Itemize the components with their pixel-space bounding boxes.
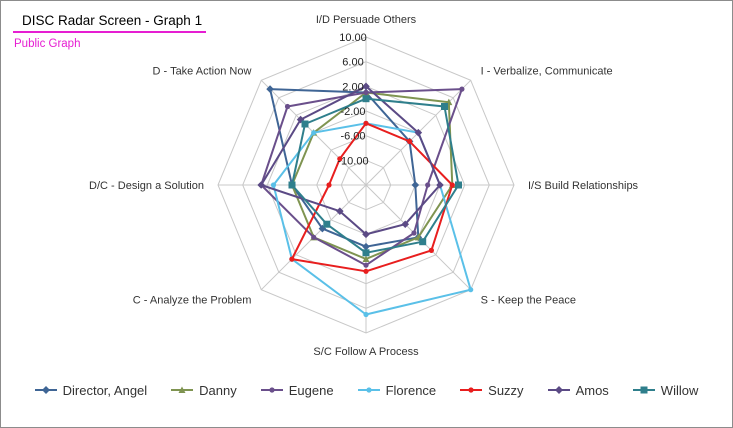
legend-item: Willow xyxy=(632,382,699,398)
series-point xyxy=(363,120,369,126)
series-point xyxy=(468,287,474,293)
series-point xyxy=(414,128,423,137)
legend-item: Eugene xyxy=(260,382,334,398)
series-point xyxy=(363,311,369,318)
series-point xyxy=(362,242,370,251)
axis-label: D/C - Design a Solution xyxy=(89,180,204,192)
series-point xyxy=(289,256,295,262)
legend-swatch xyxy=(547,386,570,394)
series-point xyxy=(363,89,369,96)
legend-label: Danny xyxy=(199,382,237,398)
series-point xyxy=(362,249,370,257)
tick-label: -10.00 xyxy=(337,155,368,167)
axis-label: I/S Build Relationships xyxy=(528,180,639,192)
series-point xyxy=(284,103,291,110)
legend-label: Director, Angel xyxy=(62,382,148,398)
legend-label: Willow xyxy=(660,382,699,398)
series-point xyxy=(362,230,370,239)
axis-label: I/D Persuade Others xyxy=(316,14,417,26)
title-underline xyxy=(13,31,206,33)
axis-label: S/C Follow A Process xyxy=(313,346,419,358)
series-point xyxy=(337,156,343,162)
legend-label: Florence xyxy=(385,382,437,398)
legend-label: Eugene xyxy=(288,382,334,398)
series-point xyxy=(311,130,317,136)
legend-swatch xyxy=(460,387,483,393)
axis-label: S - Keep the Peace xyxy=(481,295,576,307)
series-point xyxy=(419,238,427,246)
series-point xyxy=(270,182,277,188)
chart-legend: Director, Angel Danny Eugene Florence Suzzy A… xyxy=(0,380,733,400)
tick-label: 10.00 xyxy=(339,32,367,44)
series-point xyxy=(326,182,332,188)
chart-subtitle: Public Graph xyxy=(14,38,81,50)
legend-marker xyxy=(269,387,275,393)
series-point xyxy=(449,182,455,188)
legend-swatch xyxy=(171,386,194,393)
series-point xyxy=(441,103,448,110)
series-point xyxy=(436,181,444,189)
series-point xyxy=(363,262,369,268)
legend-marker xyxy=(178,386,186,393)
series-point xyxy=(401,220,410,229)
series-point xyxy=(323,220,331,228)
series-point xyxy=(411,230,417,236)
axis-label: I - Verbalize, Communicate xyxy=(481,65,613,77)
legend-marker xyxy=(554,386,563,394)
series-point xyxy=(428,247,434,253)
series-point xyxy=(301,120,309,128)
series-point xyxy=(311,234,317,240)
legend-marker xyxy=(468,387,474,393)
axis-label-layer: I/D Persuade Others I - Verbalize, Commun… xyxy=(89,14,639,358)
series-point xyxy=(362,255,370,262)
series-point xyxy=(411,181,420,189)
series-point xyxy=(459,86,465,92)
axis-label: C - Analyze the Problem xyxy=(133,295,252,307)
axis-label: D - Take Action Now xyxy=(153,65,252,77)
series-point xyxy=(257,181,265,189)
series-point xyxy=(288,181,296,189)
legend-swatch xyxy=(632,386,655,394)
series-point xyxy=(363,268,369,274)
legend-item: Suzzy xyxy=(460,382,524,398)
radar-chart: 10.00 6.00 2.00 -2.00 -6.00 -10.00 I/D Persua… xyxy=(89,14,639,358)
tick-label: 2.00 xyxy=(342,81,363,93)
legend-item: Amos xyxy=(547,382,609,398)
tick-layer: 10.00 6.00 2.00 -2.00 -6.00 -10.00 xyxy=(337,32,368,167)
series-point xyxy=(407,138,413,144)
series-point xyxy=(362,95,370,103)
series-point xyxy=(362,82,370,91)
tick-label: -6.00 xyxy=(340,131,365,143)
legend-marker xyxy=(640,386,648,394)
series-point xyxy=(425,182,431,188)
legend-label: Amos xyxy=(575,382,609,398)
series-point xyxy=(336,207,344,215)
legend-marker xyxy=(41,386,50,394)
legend-item: Danny xyxy=(171,383,237,398)
legend-swatch xyxy=(260,387,283,393)
legend-swatch xyxy=(357,387,380,393)
series-layer xyxy=(257,82,474,318)
legend-swatch xyxy=(34,386,57,394)
tick-label: 6.00 xyxy=(342,57,363,69)
tick-label: -2.00 xyxy=(340,106,365,118)
chart-title: DISC Radar Screen - Graph 1 xyxy=(22,13,203,28)
legend-item: Director, Angel xyxy=(34,382,148,398)
legend-label: Suzzy xyxy=(488,382,524,398)
legend-item: Florence xyxy=(357,382,437,398)
legend-marker xyxy=(365,387,372,393)
series-point xyxy=(266,85,274,93)
series-point xyxy=(455,181,462,189)
